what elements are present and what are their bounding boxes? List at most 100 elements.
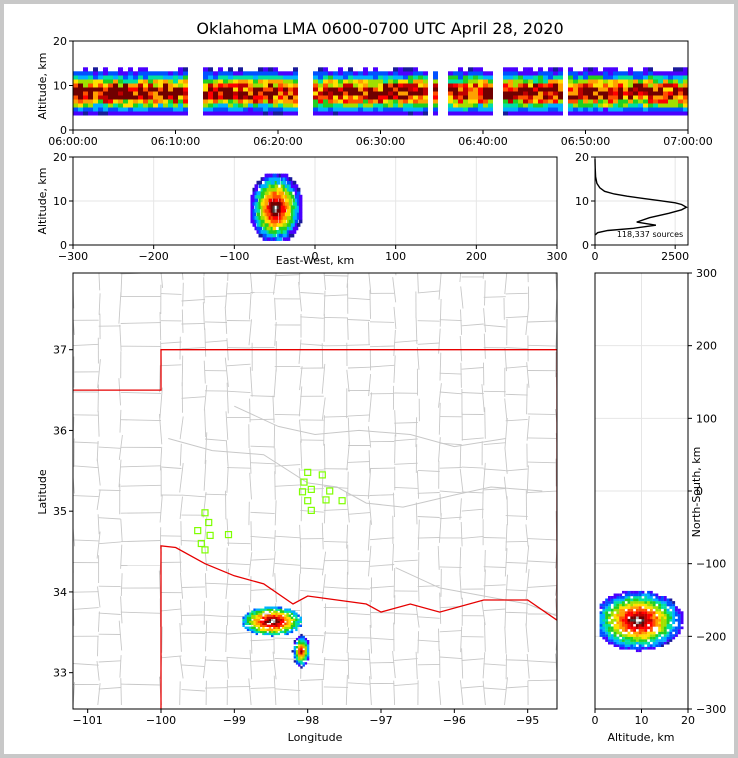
ew-density-cell xyxy=(276,233,281,238)
ew-density-cell xyxy=(264,233,269,238)
time-density-cell xyxy=(313,87,318,92)
county-line xyxy=(369,494,395,496)
ns-density-cell xyxy=(666,618,670,622)
plan-density-cell xyxy=(257,630,261,634)
time-density-cell xyxy=(78,103,83,108)
time-density-cell xyxy=(588,107,593,112)
county-line xyxy=(205,620,208,652)
ew-density-cell xyxy=(280,233,285,238)
time-density-cell xyxy=(683,111,688,116)
time-density-cell xyxy=(233,91,238,96)
time-density-cell xyxy=(253,71,258,76)
time-density-cell xyxy=(83,79,88,84)
county-line xyxy=(300,343,324,346)
plan-density-cell xyxy=(271,616,274,619)
time-density-cell xyxy=(363,67,368,72)
ew-density-cell xyxy=(264,184,269,189)
county-line xyxy=(415,317,418,344)
county-line xyxy=(346,627,349,653)
time-density-cell xyxy=(453,91,458,96)
time-density-cell xyxy=(678,79,683,84)
time-density-cell xyxy=(353,99,358,104)
plan-density-cell xyxy=(295,612,298,615)
time-density-cell xyxy=(658,99,663,104)
ns-density-cell xyxy=(649,590,653,594)
time-density-cell xyxy=(433,75,438,80)
ns-density-cell xyxy=(616,603,620,607)
ew-density-cell xyxy=(254,205,258,210)
time-density-cell xyxy=(363,107,368,112)
time-density-cell xyxy=(388,75,393,80)
time-density-cell xyxy=(658,79,663,84)
ns-density-cell xyxy=(605,606,609,609)
ns-density-cell xyxy=(630,611,634,614)
time-density-cell xyxy=(503,83,508,88)
ew-density-cell xyxy=(270,226,275,231)
ns-density-cell xyxy=(672,608,676,612)
county-line xyxy=(459,335,463,362)
time-density-cell xyxy=(273,95,278,100)
county-line xyxy=(504,677,508,706)
time-density-cell xyxy=(238,83,243,88)
ns-density-cell xyxy=(661,621,664,625)
time-density-cell xyxy=(213,83,218,88)
time-density-cell xyxy=(473,79,478,84)
county-line xyxy=(119,409,122,433)
time-density-cell xyxy=(243,75,248,80)
time-density-cell xyxy=(328,71,333,76)
time-density-cell xyxy=(463,91,468,96)
plan-density-cell xyxy=(282,616,285,619)
station-marker xyxy=(298,488,307,496)
time-density-cell xyxy=(238,71,243,76)
time-density-cell xyxy=(233,99,238,104)
county-line xyxy=(181,664,206,668)
time-density-cell xyxy=(508,75,513,80)
ns-density-cell xyxy=(663,624,667,627)
time-density-cell xyxy=(583,71,588,76)
plan-density-cell xyxy=(284,618,287,621)
county-line xyxy=(249,649,253,680)
ew-density-cell xyxy=(256,226,260,231)
plan-density-cell xyxy=(271,608,274,611)
plan-density-cell xyxy=(268,628,272,632)
ew-density-cell xyxy=(292,230,297,234)
time-density-cell xyxy=(528,107,533,112)
plan-density-cell xyxy=(260,628,263,632)
time-density-cell xyxy=(603,83,608,88)
ns-density-cell xyxy=(655,598,659,602)
river-line xyxy=(234,405,506,448)
plan-density-cell xyxy=(300,644,303,647)
time-density-cell xyxy=(83,87,88,92)
county-line xyxy=(98,293,101,315)
time-density-cell xyxy=(628,103,633,108)
ew-density-cell xyxy=(286,212,291,217)
time-density-cell xyxy=(668,87,673,92)
plan-density-cell xyxy=(268,626,272,629)
county-line xyxy=(437,545,440,570)
ns-density-cell xyxy=(610,596,614,599)
time-density-cell xyxy=(98,75,103,80)
ns-density-cell xyxy=(641,611,645,614)
time-density-cell xyxy=(93,83,98,88)
time-density-cell xyxy=(158,75,163,80)
ns-density-cell xyxy=(624,639,628,642)
time-density-cell xyxy=(93,91,98,96)
time-density-cell xyxy=(623,107,628,112)
time-density-cell xyxy=(328,103,333,108)
time-density-cell xyxy=(513,95,518,100)
ns-density-cell xyxy=(622,598,625,602)
time-density-cell xyxy=(118,103,123,108)
plan-density-cell xyxy=(284,626,287,629)
time-density-cell xyxy=(458,71,463,76)
time-density-cell xyxy=(608,107,613,112)
time-density-cell xyxy=(613,107,618,112)
county-line xyxy=(323,415,349,418)
ns-density-cell xyxy=(602,608,606,612)
time-density-cell xyxy=(98,111,103,116)
time-density-cell xyxy=(258,95,263,100)
ns-density-cell xyxy=(649,636,653,640)
time-density-cell xyxy=(93,95,98,100)
time-density-cell xyxy=(373,107,378,112)
time-density-cell xyxy=(293,103,298,108)
